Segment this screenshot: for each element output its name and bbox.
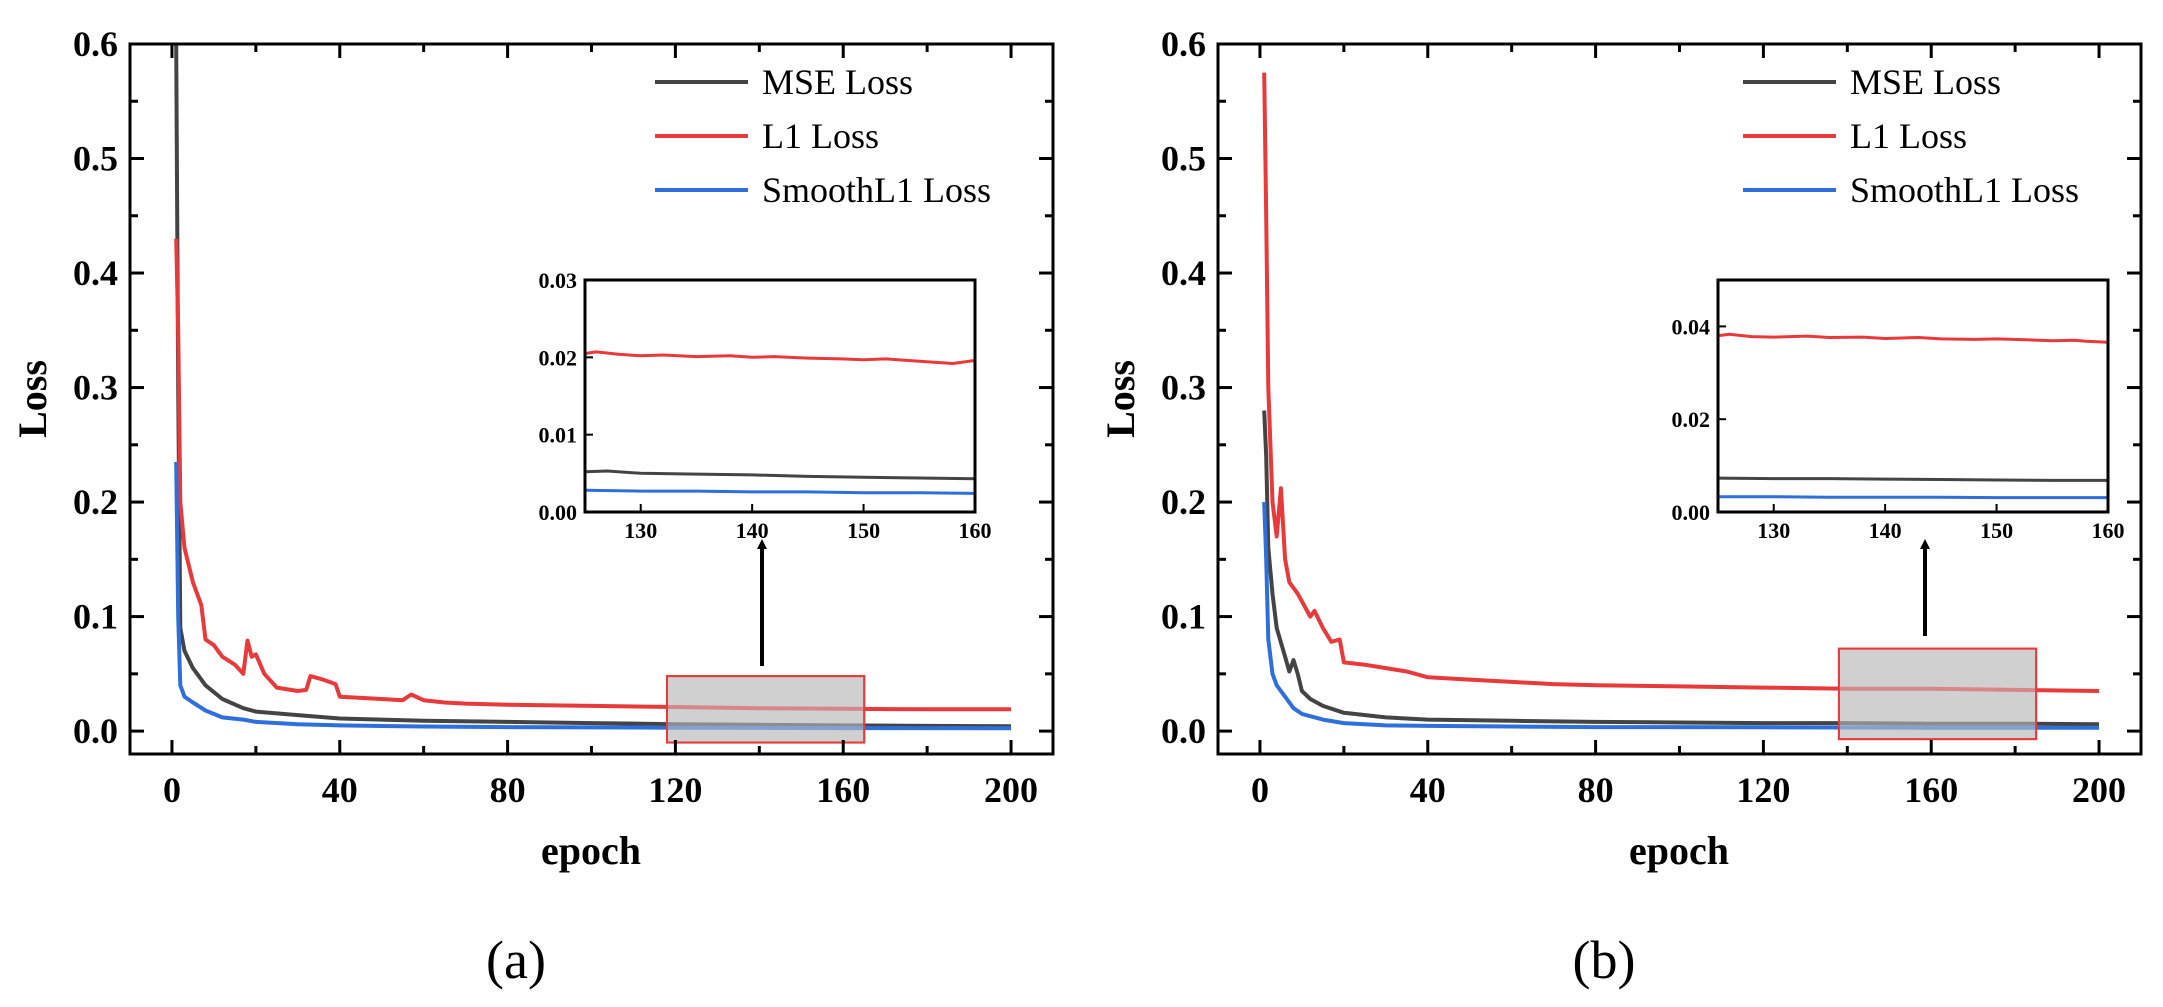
panel-b-series-mse	[1262, 410, 2100, 727]
panel-a-x-tick-label: 80	[490, 770, 526, 810]
panel-b-x-tick-label: 200	[2072, 770, 2126, 810]
legend-label-l1: L1 Loss	[1850, 116, 1967, 156]
panel-a-inset-series-l1	[584, 350, 976, 365]
panel-b-inset-y-tick-label: 0.02	[1672, 407, 1711, 432]
panel-b-series-smoothl1	[1262, 502, 2099, 730]
panel-b-inset: 130 140 150 160 0.00 0.02 0.04	[1672, 278, 2125, 636]
panel-a: 0 40 80 120 160 200 0.0 0.1 0.2 0.3 0.4 0.5 0.6 Loss…	[10, 24, 1055, 990]
panel-a-series-layer	[174, 43, 1012, 744]
panel-b-inset-series-smoothl1	[1718, 495, 2108, 500]
panel-b-inset-series-l1	[1717, 332, 2109, 344]
panel-b-inset-y-tick-label: 0.00	[1672, 500, 1711, 525]
panel-b-inset-series-mse	[1717, 476, 2108, 482]
panel-a-inset: 130 140 150 160 0.00 0.01 0.02 0.03	[539, 268, 992, 666]
legend-label-smoothl1: SmoothL1 Loss	[762, 170, 991, 210]
panel-b-legend: MSE Loss L1 Loss SmoothL1 Loss	[1743, 62, 2079, 210]
panel-b-series-layer	[1262, 72, 2100, 741]
panel-b-y-tick-label: 0.4	[1161, 253, 1206, 293]
panel-a-inset-frame	[583, 278, 977, 514]
panel-b: 0 40 80 120 160 200 0.0 0.1 0.2 0.3 0.4 0.5 0.6 Loss…	[1098, 24, 2143, 990]
panel-b-y-tick-label: 0.5	[1161, 139, 1206, 179]
panel-b-x-tick-label: 80	[1578, 770, 1614, 810]
panel-a-x-axis-title: epoch	[541, 828, 641, 873]
panel-b-inset-x-tick-label: 150	[1980, 518, 2013, 543]
panel-b-inset-x-tick-label: 130	[1757, 518, 1790, 543]
panel-b-x-tick-label: 0	[1251, 770, 1269, 810]
panel-a-inset-y-tick-label: 0.01	[539, 423, 578, 448]
panel-a-ticks-layer: 0 40 80 120 160 200 0.0 0.1 0.2 0.3 0.4 0.5 0.6	[73, 24, 1053, 810]
panel-a-inset-series-smoothl1	[584, 488, 976, 495]
panel-b-y-tick-label: 0.1	[1161, 597, 1206, 637]
panel-b-y-tick-label: 0.0	[1161, 711, 1206, 751]
panel-b-inset-frame	[1716, 278, 2110, 514]
panel-b-series-l1	[1262, 72, 2100, 693]
panel-b-inset-x-tick-label: 160	[2092, 518, 2125, 543]
panel-a-x-tick-label: 0	[163, 770, 181, 810]
panel-a-inset-x-tick-label: 140	[736, 518, 769, 543]
panel-a-x-tick-label: 40	[322, 770, 358, 810]
panel-b-caption: (b)	[1573, 930, 1636, 990]
panel-a-x-tick-label: 200	[984, 770, 1038, 810]
panel-a-y-tick-label: 0.5	[73, 139, 118, 179]
legend-label-l1: L1 Loss	[762, 116, 879, 156]
panel-a-inset-y-tick-label: 0.00	[539, 500, 578, 525]
panel-b-zoom-region-overlay	[1837, 647, 2038, 741]
panel-b-x-tick-label: 120	[1736, 770, 1790, 810]
panel-a-inset-y-tick-label: 0.02	[539, 345, 578, 370]
panel-a-series-l1	[174, 238, 1011, 712]
panel-a-y-tick-label: 0.4	[73, 253, 118, 293]
panel-b-y-tick-label: 0.2	[1161, 482, 1206, 522]
panel-b-plot-frame	[1216, 42, 2143, 756]
panel-b-ticks-layer: 0 40 80 120 160 200 0.0 0.1 0.2 0.3 0.4 0.5 0.6	[1161, 24, 2141, 810]
legend-label-mse: MSE Loss	[762, 62, 913, 102]
panel-a-legend: MSE Loss L1 Loss SmoothL1 Loss	[655, 62, 991, 210]
panel-a-y-tick-label: 0.3	[73, 368, 118, 408]
panel-a-y-tick-label: 0.2	[73, 482, 118, 522]
panel-b-x-axis-title: epoch	[1629, 828, 1729, 873]
panel-b-inset-y-tick-label: 0.04	[1672, 314, 1711, 339]
panel-a-y-tick-label: 0.6	[73, 24, 118, 64]
panel-b-y-tick-label: 0.6	[1161, 24, 1206, 64]
legend-label-mse: MSE Loss	[1850, 62, 2001, 102]
panel-a-y-tick-label: 0.0	[73, 711, 118, 751]
panel-a-x-tick-label: 120	[648, 770, 702, 810]
panel-b-inset-x-tick-label: 140	[1869, 518, 1902, 543]
panel-a-inset-x-tick-label: 150	[847, 518, 880, 543]
legend-label-smoothl1: SmoothL1 Loss	[1850, 170, 2079, 210]
panel-a-inset-x-tick-label: 160	[959, 518, 992, 543]
panel-a-y-axis-title: Loss	[10, 360, 55, 438]
panel-a-series-smoothl1	[174, 461, 1012, 731]
panel-b-x-tick-label: 40	[1410, 770, 1446, 810]
panel-b-y-axis-title: Loss	[1098, 360, 1143, 438]
panel-a-zoom-region-overlay	[666, 675, 866, 744]
panel-a-plot-frame	[128, 42, 1055, 756]
panel-a-y-tick-label: 0.1	[73, 597, 118, 637]
panel-a-caption: (a)	[486, 930, 546, 990]
panel-a-x-tick-label: 160	[816, 770, 870, 810]
panel-b-y-tick-label: 0.3	[1161, 368, 1206, 408]
panel-b-inset-background	[1718, 280, 2108, 512]
panel-a-inset-series-mse	[584, 469, 976, 481]
panel-a-inset-y-tick-label: 0.03	[539, 268, 578, 293]
panel-a-inset-x-tick-label: 130	[624, 518, 657, 543]
panel-b-x-tick-label: 160	[1904, 770, 1958, 810]
